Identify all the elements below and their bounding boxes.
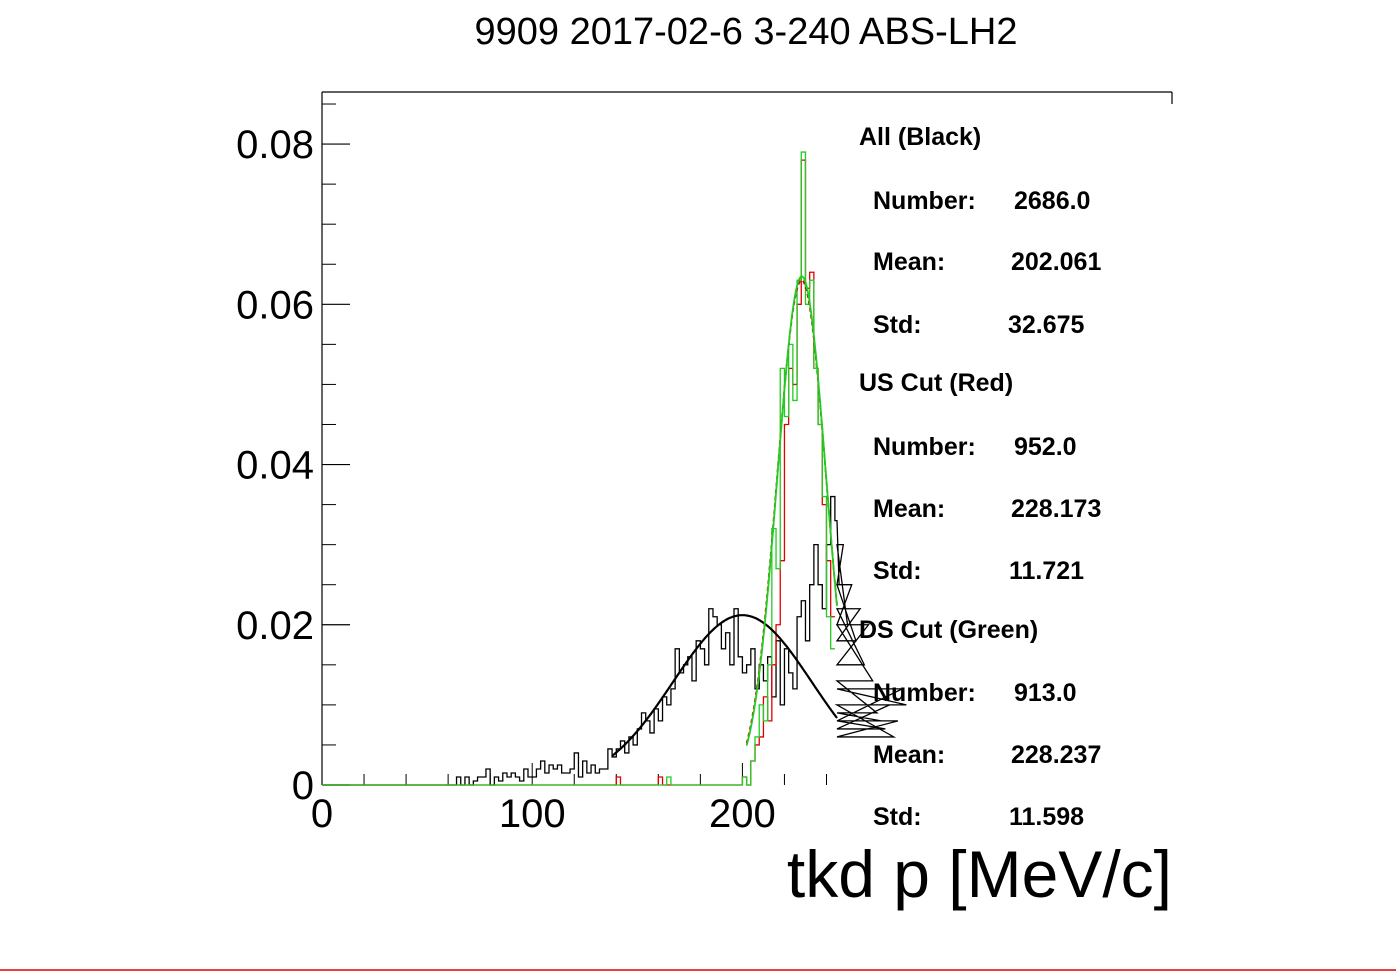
stats-all-header: All (Black): [859, 123, 981, 151]
histogram-ds: [322, 151, 835, 786]
y-tick-label: 0.02: [236, 604, 314, 648]
y-axis: 0 0.02 0.04 0.06 0.08: [236, 103, 350, 808]
stats-us-number: 952.0: [1014, 433, 1077, 461]
y-tick-label: 0.08: [236, 123, 314, 167]
stats-ds-mean: 228.237: [1011, 741, 1101, 769]
stats-ds-std: 11.598: [1009, 803, 1084, 831]
histogram-layer: [322, 151, 907, 786]
stats-ds-number-label: Number:: [873, 679, 976, 707]
y-tick-label: 0.04: [236, 444, 314, 488]
stats-us-header: US Cut (Red): [859, 369, 1013, 397]
stats-ds-header: DS Cut (Green): [859, 616, 1038, 644]
histogram-us: [322, 159, 835, 786]
stats-us-mean: 228.173: [1011, 495, 1101, 523]
stats-us-number-label: Number:: [873, 433, 976, 461]
stats-us-std-label: Std:: [873, 557, 922, 585]
stats-all-std: 32.675: [1008, 311, 1085, 339]
stats-all-number: 2686.0: [1014, 187, 1090, 215]
stats-all-mean-label: Mean:: [873, 248, 945, 276]
fit-layer: [611, 275, 838, 757]
x-axis: 0 100 200: [311, 763, 827, 836]
histogram-all: [322, 495, 907, 786]
stats-all-mean: 202.061: [1011, 248, 1101, 276]
x-tick-label: 0: [311, 792, 333, 836]
stats-us-std: 11.721: [1009, 557, 1084, 585]
stats-box: All (Black) Number: 2686.0 Mean: 202.061…: [859, 123, 1101, 831]
chart-title: 9909 2017-02-6 3-240 ABS-LH2: [475, 11, 1018, 53]
stats-all-number-label: Number:: [873, 187, 976, 215]
x-axis-label: tkd p [MeV/c]: [787, 837, 1172, 911]
y-tick-label: 0.06: [236, 283, 314, 327]
stats-ds-number: 913.0: [1014, 679, 1077, 707]
stats-all-std-label: Std:: [873, 311, 922, 339]
stats-us-mean-label: Mean:: [873, 495, 945, 523]
fit-curve-all: [611, 614, 838, 757]
stats-ds-std-label: Std:: [873, 803, 922, 831]
fit-curve-us: [745, 279, 838, 744]
plot-frame: [321, 91, 1173, 785]
fit-curve-ds: [745, 275, 838, 746]
x-tick-label: 200: [709, 792, 776, 836]
y-tick-label: 0: [292, 764, 314, 808]
stats-ds-mean-label: Mean:: [873, 741, 945, 769]
x-tick-label: 100: [499, 792, 566, 836]
